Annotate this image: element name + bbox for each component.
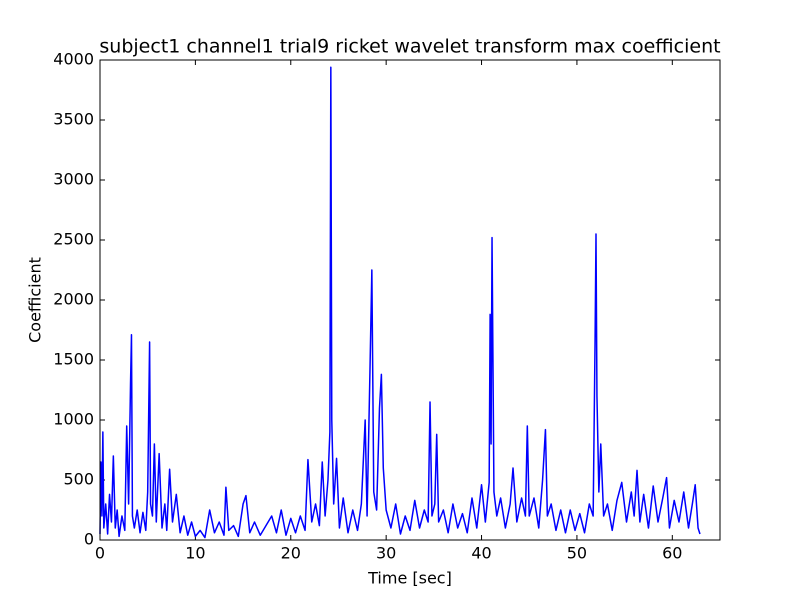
y-tick-label: 3500 <box>53 110 94 129</box>
y-tick-label: 1500 <box>53 350 94 369</box>
y-tick-label: 4000 <box>53 50 94 69</box>
x-axis-label: Time [sec] <box>367 569 452 588</box>
x-tick-label: 10 <box>185 544 205 563</box>
chart-title: subject1 channel1 trial9 ricket wavelet … <box>99 36 720 58</box>
y-tick-label: 3000 <box>53 170 94 189</box>
y-tick-label: 2500 <box>53 230 94 249</box>
x-tick-label: 0 <box>95 544 105 563</box>
y-tick-label: 0 <box>84 530 94 549</box>
x-tick-label: 20 <box>281 544 301 563</box>
x-tick-label: 60 <box>662 544 682 563</box>
x-tick-label: 40 <box>471 544 491 563</box>
y-axis-label: Coefficient <box>26 257 45 343</box>
x-tick-label: 50 <box>567 544 587 563</box>
y-tick-label: 1000 <box>53 410 94 429</box>
x-tick-label: 30 <box>376 544 396 563</box>
y-tick-label: 2000 <box>53 290 94 309</box>
data-line <box>99 66 701 539</box>
plot-frame <box>99 59 721 541</box>
y-tick-label: 500 <box>63 470 94 489</box>
